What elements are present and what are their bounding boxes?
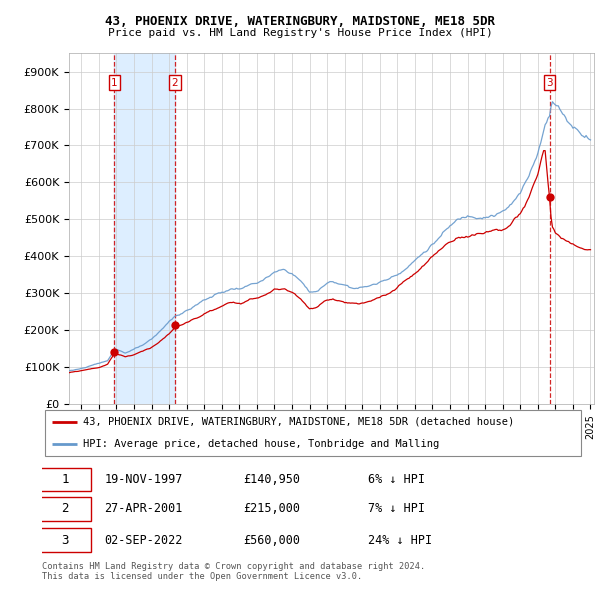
FancyBboxPatch shape [39,497,91,520]
Text: 7% ↓ HPI: 7% ↓ HPI [368,502,425,516]
Text: Price paid vs. HM Land Registry's House Price Index (HPI): Price paid vs. HM Land Registry's House … [107,28,493,38]
Text: 2: 2 [172,78,178,88]
Text: 43, PHOENIX DRIVE, WATERINGBURY, MAIDSTONE, ME18 5DR: 43, PHOENIX DRIVE, WATERINGBURY, MAIDSTO… [105,15,495,28]
Text: 1: 1 [111,78,118,88]
Text: 27-APR-2001: 27-APR-2001 [104,502,183,516]
Text: £215,000: £215,000 [243,502,300,516]
Text: 2: 2 [61,502,69,516]
Text: 1: 1 [61,473,69,486]
FancyBboxPatch shape [45,410,581,456]
Text: 43, PHOENIX DRIVE, WATERINGBURY, MAIDSTONE, ME18 5DR (detached house): 43, PHOENIX DRIVE, WATERINGBURY, MAIDSTO… [83,417,514,427]
Text: 24% ↓ HPI: 24% ↓ HPI [368,533,432,546]
Text: 02-SEP-2022: 02-SEP-2022 [104,533,183,546]
Text: 6% ↓ HPI: 6% ↓ HPI [368,473,425,486]
Text: 3: 3 [61,533,69,546]
Text: £140,950: £140,950 [243,473,300,486]
Text: This data is licensed under the Open Government Licence v3.0.: This data is licensed under the Open Gov… [42,572,362,581]
FancyBboxPatch shape [39,468,91,491]
Text: £560,000: £560,000 [243,533,300,546]
Text: Contains HM Land Registry data © Crown copyright and database right 2024.: Contains HM Land Registry data © Crown c… [42,562,425,571]
FancyBboxPatch shape [39,529,91,552]
Text: HPI: Average price, detached house, Tonbridge and Malling: HPI: Average price, detached house, Tonb… [83,439,439,449]
Text: 19-NOV-1997: 19-NOV-1997 [104,473,183,486]
Text: 3: 3 [546,78,553,88]
Bar [115,53,175,404]
